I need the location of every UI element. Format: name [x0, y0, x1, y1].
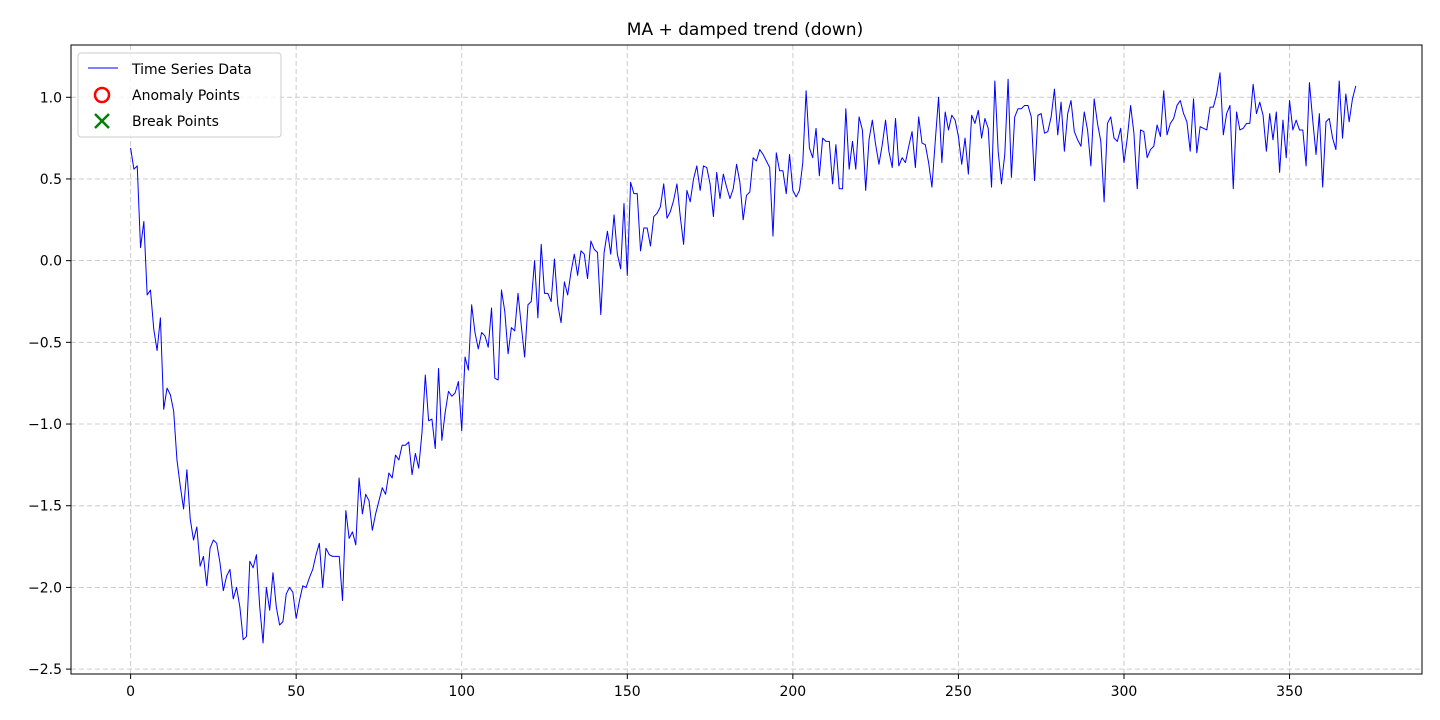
y-tick-label: −0.5: [28, 335, 62, 351]
grid: [71, 45, 1422, 674]
x-tick-label: 0: [126, 684, 135, 700]
legend-label-series: Time Series Data: [131, 62, 252, 78]
x-tick-label: 100: [448, 684, 475, 700]
legend-circle-marker: [93, 86, 111, 104]
y-tick-label: 1.0: [40, 90, 62, 106]
y-tick-label: 0.5: [40, 172, 62, 188]
y-tick-label: −2.5: [28, 662, 62, 678]
y-tick-label: 0.0: [40, 254, 62, 270]
x-tick-label: 150: [614, 684, 641, 700]
x-tick-label: 250: [945, 684, 972, 700]
legend-label-break: Break Points: [132, 114, 219, 130]
legend-x-marker: [94, 113, 110, 129]
axis-ticks: 0 50 100 150 200 250 300 350 1.0 0.5 0.0 −0.5 −1.0 −1…: [28, 90, 1303, 700]
series-layer: [130, 72, 1357, 644]
legend-box: [77, 52, 282, 138]
legend-label-anomaly: Anomaly Points: [132, 88, 240, 104]
x-tick-label: 200: [779, 684, 806, 700]
chart-title: MA + damped trend (down): [627, 20, 863, 40]
series-line: [130, 72, 1357, 644]
y-tick-label: −2.0: [28, 580, 62, 596]
legend: Time Series Data Anomaly Points Break Po…: [77, 52, 282, 138]
x-tick-label: 50: [287, 684, 305, 700]
x-tick-label: 300: [1111, 684, 1138, 700]
y-tick-label: −1.5: [28, 499, 62, 515]
plot-area-frame: [70, 44, 1423, 675]
x-tick-label: 350: [1276, 684, 1303, 700]
y-tick-label: −1.0: [28, 417, 62, 433]
